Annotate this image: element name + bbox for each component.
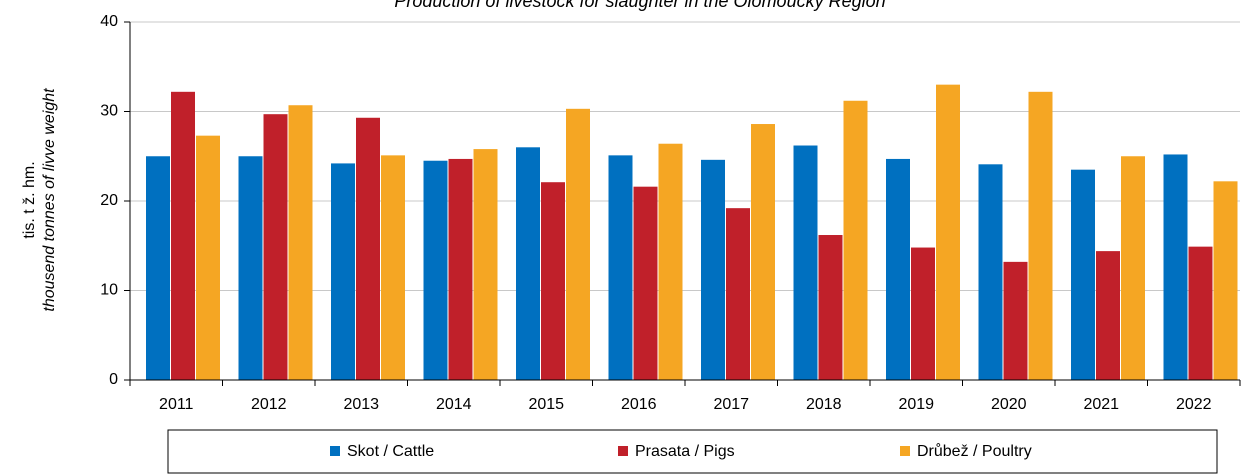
bar (751, 124, 775, 380)
bar (448, 158, 473, 380)
bar (1096, 251, 1120, 380)
y-tick-label: 10 (100, 282, 118, 299)
bar (726, 208, 750, 380)
x-tick-label: 2019 (898, 396, 934, 413)
bar (1188, 246, 1213, 380)
y-axis-label: tis. t ž. hm. (21, 161, 38, 238)
y-tick-label: 0 (109, 371, 118, 388)
bar (1003, 261, 1028, 380)
legend-label: Skot / Cattle (347, 443, 434, 460)
x-tick-label: 2017 (713, 396, 749, 413)
x-tick-label: 2011 (159, 396, 194, 413)
legend-box (167, 429, 1218, 474)
bar (1028, 91, 1053, 380)
chart-title: Production of livestock for slaughter in… (394, 0, 885, 11)
bar (633, 186, 658, 380)
x-tick-label: 2020 (991, 396, 1027, 413)
bar (473, 149, 498, 380)
legend-swatch (330, 446, 340, 456)
bar (381, 155, 405, 380)
bar (843, 100, 868, 380)
x-tick-label: 2022 (1176, 396, 1212, 413)
bar (288, 105, 313, 381)
bar (1163, 154, 1188, 380)
bar (356, 117, 380, 380)
bar (911, 247, 935, 380)
bar (701, 159, 725, 380)
bar (146, 156, 170, 380)
bar (658, 143, 683, 380)
x-tick-label: 2016 (621, 396, 657, 413)
bar (263, 114, 288, 380)
legend-label: Prasata / Pigs (635, 443, 735, 460)
x-tick-label: 2018 (806, 396, 842, 413)
x-tick-label: 2013 (343, 396, 379, 413)
bar (1121, 156, 1145, 380)
bar (541, 182, 565, 380)
y-tick-label: 20 (100, 192, 118, 209)
bar (1213, 181, 1238, 380)
legend-label: Drůbež / Poultry (917, 442, 1032, 460)
bar (793, 145, 818, 380)
bar (516, 147, 540, 380)
x-tick-label: 2021 (1083, 396, 1119, 413)
bar (1071, 169, 1095, 380)
legend-swatch (618, 446, 628, 456)
bar (978, 164, 1003, 380)
bar (331, 163, 355, 380)
x-tick-label: 2012 (251, 396, 287, 413)
bar (936, 84, 960, 381)
bar (238, 156, 263, 380)
bar (886, 158, 910, 380)
x-tick-label: 2015 (528, 396, 564, 413)
y-tick-label: 30 (100, 103, 118, 120)
bar (171, 91, 195, 380)
bar (608, 155, 633, 380)
y-tick-label: 40 (100, 13, 118, 30)
y-axis-label: thousend tonnes of livve weight (41, 88, 58, 312)
bar (196, 135, 220, 380)
x-tick-label: 2014 (436, 396, 472, 413)
legend-swatch (900, 446, 910, 456)
bar (818, 235, 843, 380)
bar (566, 108, 590, 380)
bar (423, 160, 448, 380)
